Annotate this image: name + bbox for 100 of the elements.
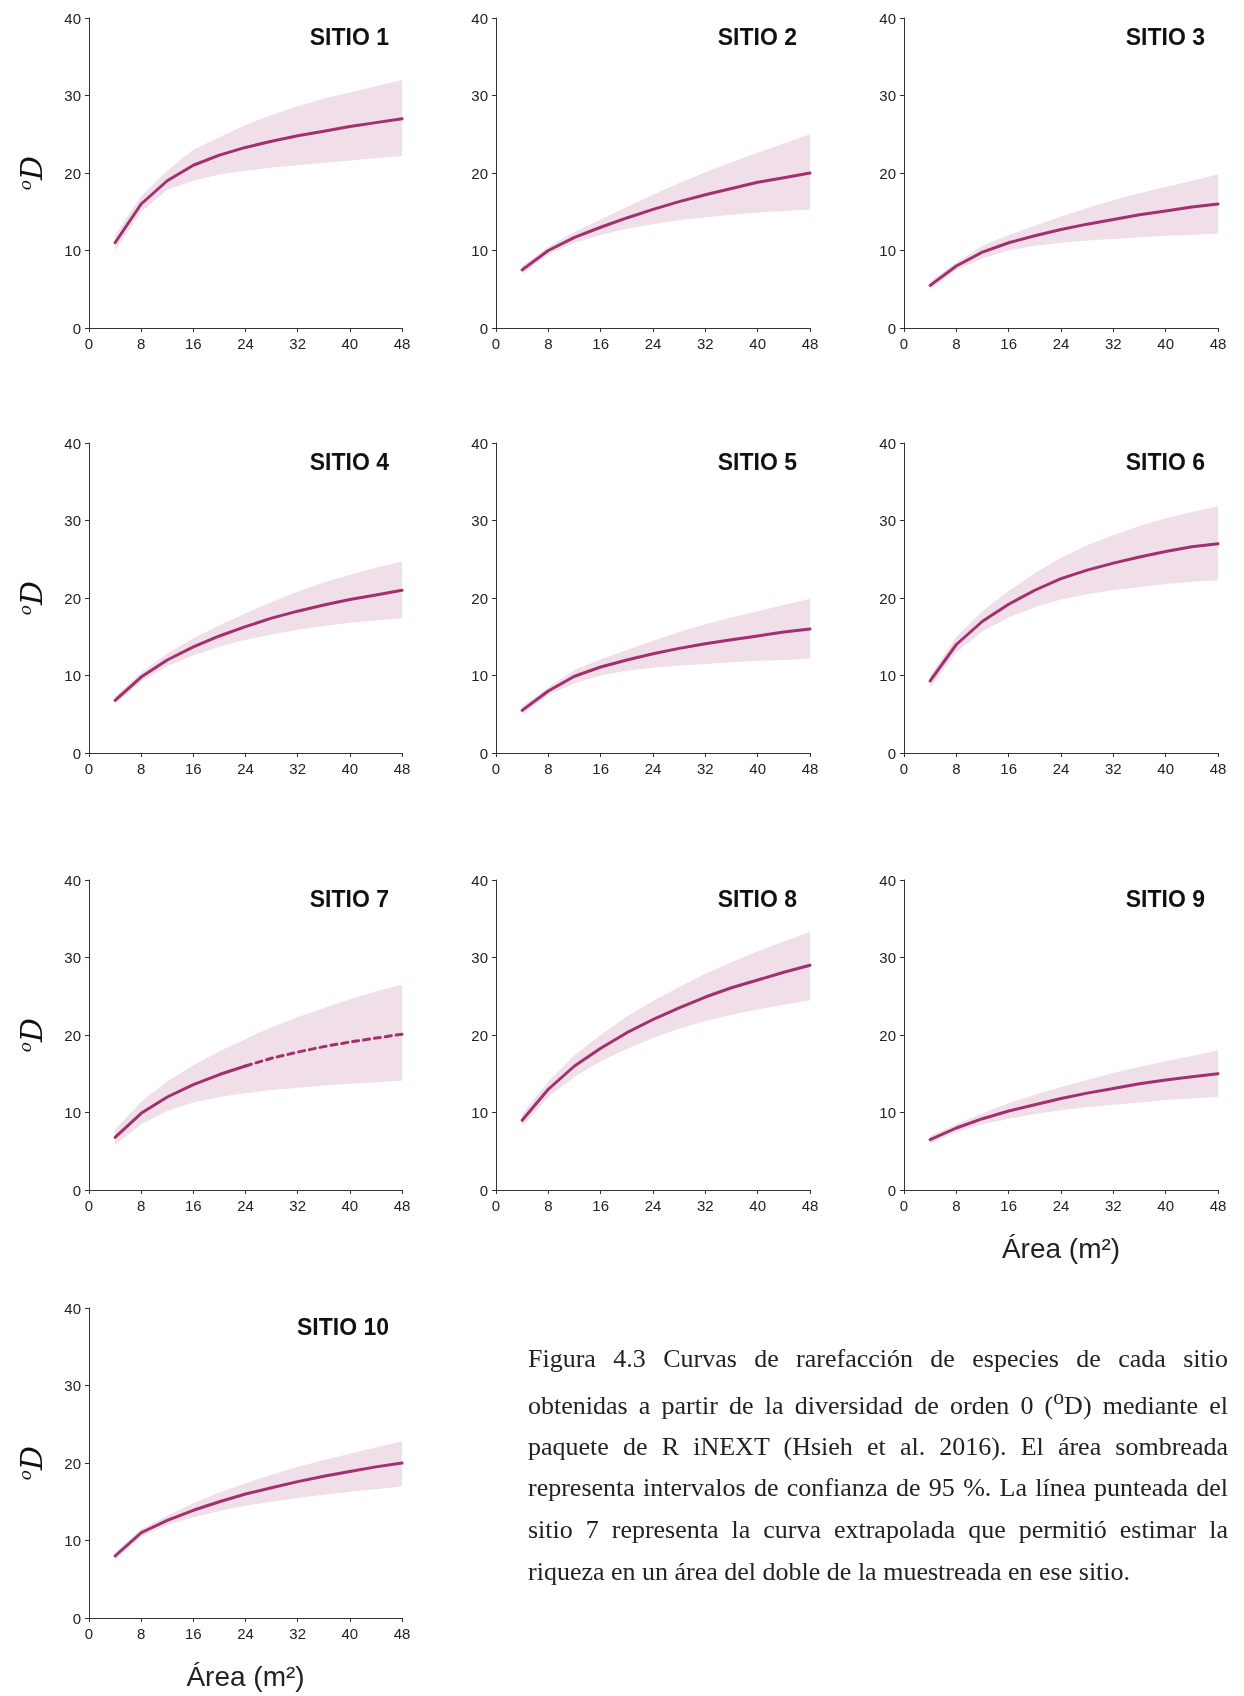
y-tick-label: 0 xyxy=(887,1181,896,1199)
x-tick-label: 24 xyxy=(1052,335,1070,352)
x-tick-label: 48 xyxy=(801,1197,819,1214)
x-tick-label: 16 xyxy=(1000,760,1018,777)
chart-title: SITIO 4 xyxy=(309,448,390,475)
x-tick-label: 32 xyxy=(1104,1197,1122,1214)
y-tick-label: 30 xyxy=(64,512,81,529)
x-tick-label: 40 xyxy=(749,760,767,777)
x-tick-label: 32 xyxy=(289,760,307,777)
x-tick-label: 32 xyxy=(1104,760,1122,777)
y-axis-title: oD xyxy=(14,1017,49,1053)
x-tick-label: 24 xyxy=(237,1197,254,1214)
y-tick-label: 40 xyxy=(64,9,81,27)
x-axis-title: Área (m²) xyxy=(1001,1232,1121,1264)
x-tick-label: 0 xyxy=(491,760,501,777)
x-tick-label: 8 xyxy=(952,1197,961,1214)
y-tick-label: 0 xyxy=(72,1609,81,1627)
x-tick-label: 0 xyxy=(491,1197,501,1214)
y-tick-label: 10 xyxy=(879,242,896,259)
x-tick-label: 8 xyxy=(544,335,553,352)
y-tick-label: 20 xyxy=(64,589,81,607)
y-tick-label: 40 xyxy=(471,9,488,27)
line-series xyxy=(520,171,812,272)
line-series xyxy=(520,963,812,1122)
x-tick-label: 24 xyxy=(237,1625,254,1642)
x-tick-label: 16 xyxy=(184,760,202,777)
y-tick-label: 30 xyxy=(879,87,896,104)
x-tick-label: 16 xyxy=(184,335,202,352)
y-tick-label: 20 xyxy=(879,589,896,607)
x-tick-label: 0 xyxy=(491,335,501,352)
y-axis-title: oD xyxy=(14,155,49,191)
y-tick-label: 30 xyxy=(879,949,896,966)
x-tick-label: 16 xyxy=(184,1197,202,1214)
y-tick-label: 20 xyxy=(64,164,81,182)
y-tick-label: 30 xyxy=(64,87,81,104)
line-series xyxy=(113,117,404,245)
x-tick-label: 24 xyxy=(644,760,662,777)
x-tick-label: 32 xyxy=(289,1197,307,1214)
x-tick-label: 8 xyxy=(952,335,961,352)
x-tick-label: 16 xyxy=(1000,1197,1018,1214)
y-tick-label: 40 xyxy=(64,434,81,452)
x-tick-label: 8 xyxy=(136,1197,146,1214)
y-tick-label: 20 xyxy=(471,164,488,182)
x-tick-label: 40 xyxy=(1157,1197,1175,1214)
y-tick-label: 40 xyxy=(64,871,81,889)
y-tick-label: 40 xyxy=(879,871,896,889)
chart-title: SITIO 10 xyxy=(296,1313,390,1340)
x-tick-label: 8 xyxy=(544,760,553,777)
x-tick-label: 8 xyxy=(136,1625,146,1642)
y-tick-label: 10 xyxy=(879,1104,896,1121)
line-series xyxy=(113,588,404,702)
x-tick-label: 32 xyxy=(696,1197,714,1214)
x-tick-label: 0 xyxy=(899,335,909,352)
x-tick-label: 32 xyxy=(289,1625,307,1642)
text: Figura 4.3 Curvas de rarefacción de especies de cada sitio obtenidas a partir de la diversidad de orden 0 ($^{o}$D) mediante el paquete de R iNEXT (Hsieh et al. 2016). El área sombreada representa intervalos de confianza de 95 %. La línea punteada del sitio 7 representa la curva extrapolada que permitió estimar la riqueza en un área del doble de la muestreada en ese sitio. xyxy=(528,1343,1228,1588)
y-tick-label: 0 xyxy=(72,744,81,762)
chart-title: SITIO 6 xyxy=(1125,448,1206,475)
x-tick-label: 32 xyxy=(289,335,307,352)
x-tick-label: 48 xyxy=(1209,335,1227,352)
y-tick-label: 20 xyxy=(64,1454,81,1472)
y-tick-label: 0 xyxy=(72,319,81,337)
line-series xyxy=(928,542,1220,683)
y-tick-label: 10 xyxy=(471,667,488,684)
line-series xyxy=(520,627,812,712)
x-tick-label: 48 xyxy=(1209,760,1227,777)
y-tick-label: 10 xyxy=(64,667,81,684)
chart-title: SITIO 2 xyxy=(717,23,798,50)
x-tick-label: 48 xyxy=(393,1625,411,1642)
y-tick-label: 30 xyxy=(471,949,488,966)
x-tick-label: 24 xyxy=(644,1197,662,1214)
x-tick-label: 16 xyxy=(1000,335,1018,352)
y-tick-label: 20 xyxy=(879,164,896,182)
chart-title: SITIO 1 xyxy=(309,23,390,50)
y-tick-label: 0 xyxy=(479,319,488,337)
y-tick-label: 30 xyxy=(471,87,488,104)
x-tick-label: 24 xyxy=(237,760,254,777)
x-tick-label: 48 xyxy=(1209,1197,1227,1214)
x-tick-label: 40 xyxy=(341,760,359,777)
x-tick-label: 48 xyxy=(393,1197,411,1214)
chart-title: SITIO 8 xyxy=(717,885,798,912)
chart-title: SITIO 5 xyxy=(717,448,798,475)
x-tick-label: 48 xyxy=(801,335,819,352)
x-tick-label: 24 xyxy=(644,335,662,352)
y-tick-label: 0 xyxy=(479,744,488,762)
x-tick-label: 24 xyxy=(1052,1197,1070,1214)
y-tick-label: 20 xyxy=(64,1026,81,1044)
x-tick-label: 40 xyxy=(749,1197,767,1214)
y-tick-label: 20 xyxy=(471,1026,488,1044)
x-tick-label: 16 xyxy=(184,1625,202,1642)
x-tick-label: 24 xyxy=(237,335,254,352)
x-tick-label: 16 xyxy=(592,335,610,352)
chart-title: SITIO 7 xyxy=(309,885,390,912)
y-axis-title: oD xyxy=(14,1445,49,1481)
y-tick-label: 10 xyxy=(64,1532,81,1549)
y-tick-label: 40 xyxy=(64,1299,81,1317)
y-tick-label: 10 xyxy=(471,242,488,259)
x-tick-label: 8 xyxy=(136,760,146,777)
x-tick-label: 40 xyxy=(341,1625,359,1642)
x-tick-label: 40 xyxy=(1157,760,1175,777)
y-tick-label: 0 xyxy=(72,1181,81,1199)
